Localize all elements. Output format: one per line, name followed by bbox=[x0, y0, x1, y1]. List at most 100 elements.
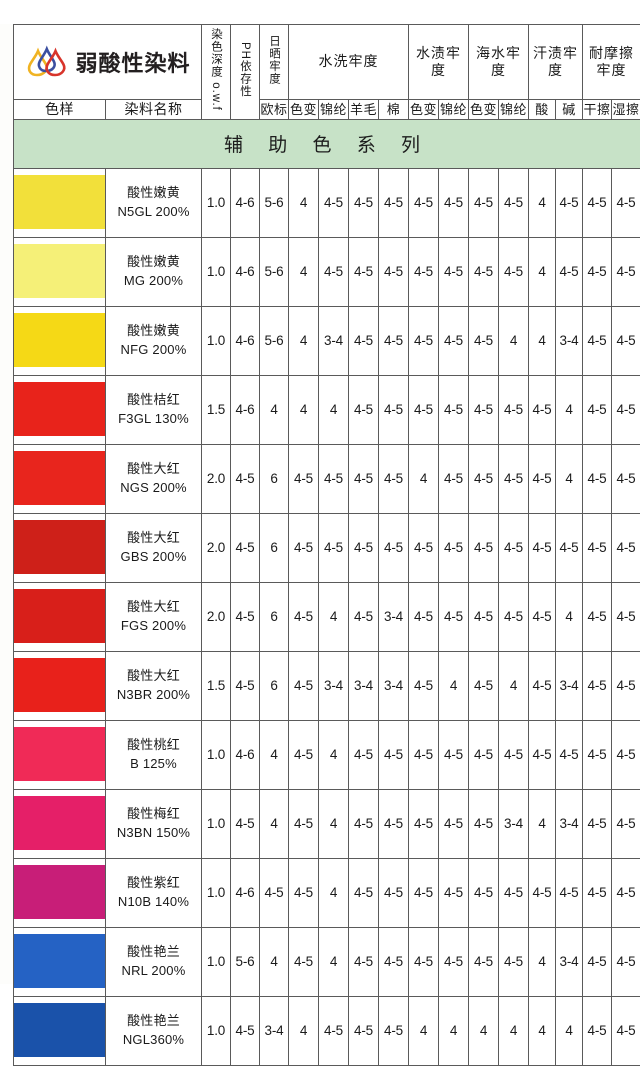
fastness-value: 4-5 bbox=[409, 237, 439, 306]
fastness-value: 4-5 bbox=[556, 858, 583, 927]
dye-name-cn: 酸性嫩黄 bbox=[106, 253, 201, 272]
fastness-value: 4-5 bbox=[469, 168, 499, 237]
header-perspiration-fastness: 汗渍牢度 bbox=[529, 25, 583, 100]
color-swatch-cell bbox=[14, 444, 106, 513]
fastness-value: 4-5 bbox=[612, 996, 640, 1065]
fastness-value: 4-5 bbox=[612, 237, 640, 306]
color-swatch-cell bbox=[14, 651, 106, 720]
fastness-value: 4-5 bbox=[439, 168, 469, 237]
fastness-value: 4 bbox=[260, 720, 289, 789]
fastness-value: 4 bbox=[289, 168, 319, 237]
fastness-value: 4 bbox=[289, 375, 319, 444]
fastness-value: 4-5 bbox=[583, 996, 612, 1065]
fastness-value: 4 bbox=[529, 996, 556, 1065]
fastness-value: 4-5 bbox=[319, 444, 349, 513]
subheader-wash-wool: 羊毛 bbox=[349, 100, 379, 120]
dye-name-code: NGS 200% bbox=[106, 479, 201, 498]
fastness-value: 4-5 bbox=[469, 789, 499, 858]
fastness-value: 4 bbox=[260, 375, 289, 444]
fastness-value: 4-5 bbox=[409, 651, 439, 720]
fastness-value: 4 bbox=[409, 996, 439, 1065]
fastness-value: 3-4 bbox=[556, 927, 583, 996]
dye-name-cn: 酸性大红 bbox=[106, 598, 201, 617]
fastness-value: 4 bbox=[319, 582, 349, 651]
fastness-value: 5-6 bbox=[260, 168, 289, 237]
fastness-value: 3-4 bbox=[349, 651, 379, 720]
color-swatch-cell bbox=[14, 237, 106, 306]
fastness-value: 4-5 bbox=[612, 651, 640, 720]
dye-name-cn: 酸性艳兰 bbox=[106, 943, 201, 962]
dye-name-cn: 酸性紫红 bbox=[106, 874, 201, 893]
fastness-value: 4 bbox=[260, 789, 289, 858]
fastness-value: 4-5 bbox=[379, 927, 409, 996]
color-swatch-cell bbox=[14, 996, 106, 1065]
fastness-value: 4-5 bbox=[289, 513, 319, 582]
fastness-value: 1.0 bbox=[202, 927, 231, 996]
color-swatch bbox=[14, 727, 105, 781]
fastness-value: 4-5 bbox=[379, 375, 409, 444]
fastness-value: 4 bbox=[289, 306, 319, 375]
subheader-perspiration-acid: 酸 bbox=[529, 100, 556, 120]
subheader-wash-nylon: 锦纶 bbox=[319, 100, 349, 120]
color-swatch-cell bbox=[14, 789, 106, 858]
dye-name-cn: 酸性大红 bbox=[106, 529, 201, 548]
header-ph: PH依存性 bbox=[231, 25, 260, 120]
fastness-value: 1.5 bbox=[202, 375, 231, 444]
fastness-value: 4 bbox=[556, 444, 583, 513]
fastness-value: 4-5 bbox=[583, 858, 612, 927]
color-swatch bbox=[14, 589, 105, 643]
dye-name-cn: 酸性大红 bbox=[106, 460, 201, 479]
fastness-value: 4 bbox=[289, 237, 319, 306]
fastness-value: 4-5 bbox=[319, 513, 349, 582]
fastness-value: 4-5 bbox=[583, 582, 612, 651]
dye-name-cn: 酸性梅红 bbox=[106, 805, 201, 824]
fastness-value: 4-5 bbox=[469, 375, 499, 444]
fastness-value: 4-5 bbox=[556, 168, 583, 237]
fastness-value: 4-5 bbox=[499, 513, 529, 582]
brand-cell: 弱酸性染料 bbox=[14, 25, 202, 100]
subheader-water-colorchange: 色变 bbox=[409, 100, 439, 120]
color-swatch-cell bbox=[14, 720, 106, 789]
fastness-value: 4-5 bbox=[409, 168, 439, 237]
fastness-value: 4-5 bbox=[409, 513, 439, 582]
dye-name-code: F3GL 130% bbox=[106, 410, 201, 429]
fastness-value: 4-5 bbox=[469, 444, 499, 513]
fastness-value: 4-5 bbox=[556, 513, 583, 582]
fastness-value: 4-5 bbox=[612, 582, 640, 651]
fastness-value: 4 bbox=[499, 996, 529, 1065]
fastness-value: 4-5 bbox=[529, 720, 556, 789]
dye-name-code: N10B 140% bbox=[106, 893, 201, 912]
fastness-value: 4-5 bbox=[409, 927, 439, 996]
dye-name-code: MG 200% bbox=[106, 272, 201, 291]
fastness-value: 5-6 bbox=[231, 927, 260, 996]
fastness-value: 4-5 bbox=[612, 375, 640, 444]
dye-name-cn: 酸性大红 bbox=[106, 667, 201, 686]
fastness-value: 4-5 bbox=[319, 237, 349, 306]
fastness-value: 4-5 bbox=[469, 513, 499, 582]
fastness-value: 4-6 bbox=[231, 168, 260, 237]
fastness-value: 1.5 bbox=[202, 651, 231, 720]
subheader-water-nylon: 锦纶 bbox=[439, 100, 469, 120]
fastness-value: 4-5 bbox=[583, 168, 612, 237]
fastness-value: 4-5 bbox=[556, 237, 583, 306]
fastness-value: 4-5 bbox=[349, 996, 379, 1065]
dye-name-code: N3BN 150% bbox=[106, 824, 201, 843]
fastness-value: 4-5 bbox=[349, 306, 379, 375]
subheader-seawater-nylon: 锦纶 bbox=[499, 100, 529, 120]
fastness-value: 4-5 bbox=[439, 513, 469, 582]
header-wash-fastness: 水洗牢度 bbox=[289, 25, 409, 100]
brand-title: 弱酸性染料 bbox=[76, 46, 191, 78]
fastness-value: 4-5 bbox=[469, 927, 499, 996]
fastness-value: 2.0 bbox=[202, 444, 231, 513]
fastness-value: 4-5 bbox=[583, 444, 612, 513]
fastness-value: 4-5 bbox=[439, 306, 469, 375]
